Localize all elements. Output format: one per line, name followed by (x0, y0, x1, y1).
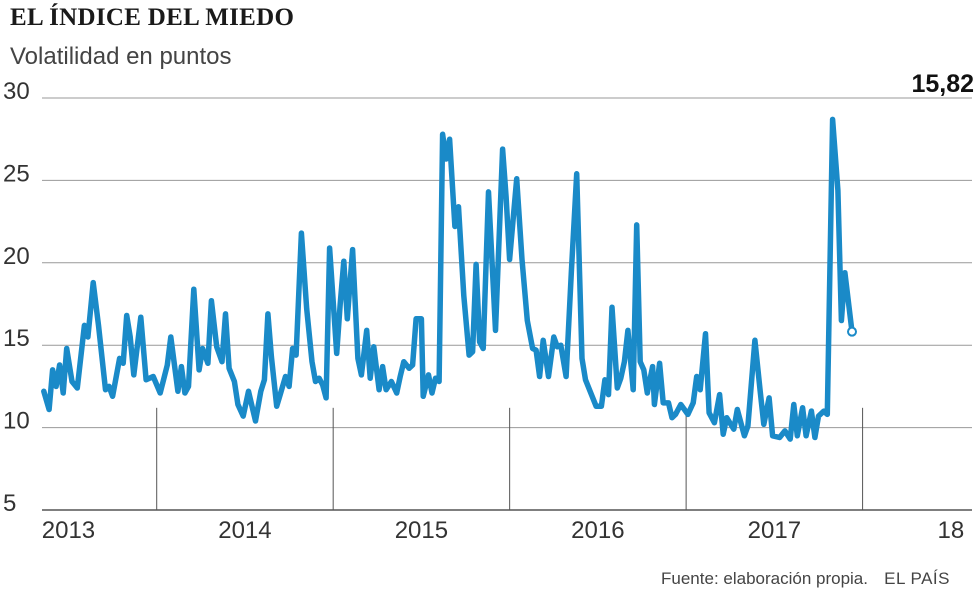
year-separators (156, 407, 864, 510)
y-tick-label-20: 20 (3, 243, 30, 270)
last-value-label: 15,82 (911, 70, 974, 98)
chart-title: EL ÍNDICE DEL MIEDO (10, 4, 295, 31)
gridlines (42, 97, 972, 511)
source-note: Fuente: elaboración propia. (661, 569, 868, 588)
y-tick-label-5: 5 (3, 490, 16, 517)
last-point-marker (847, 326, 857, 337)
y-tick-label-15: 15 (3, 325, 30, 352)
x-tick-label-2017: 2017 (748, 517, 801, 544)
x-axis-ticks: 2013 2014 2015 2016 2017 18 (42, 517, 964, 544)
y-tick-label-25: 25 (3, 160, 30, 187)
brand-logo-text: EL PAÍS (884, 569, 950, 588)
y-tick-label-10: 10 (3, 408, 30, 435)
series-line (41, 116, 855, 442)
y-tick-label-30: 30 (3, 78, 30, 105)
x-tick-label-2013: 2013 (42, 517, 95, 544)
x-tick-label-2015: 2015 (395, 517, 448, 544)
x-tick-label-2014: 2014 (218, 517, 271, 544)
y-axis-ticks: 5 10 15 20 25 30 (3, 78, 30, 517)
x-tick-label-2016: 2016 (571, 517, 624, 544)
x-tick-label-18: 18 (937, 517, 964, 544)
chart-subtitle: Volatilidad en puntos (10, 43, 232, 70)
